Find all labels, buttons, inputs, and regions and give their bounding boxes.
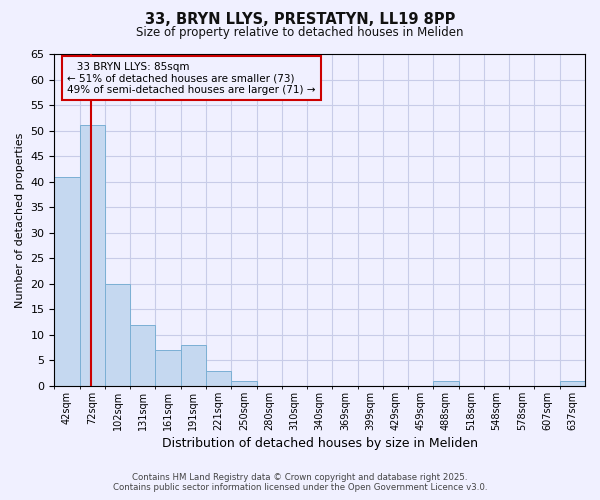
Text: 33, BRYN LLYS, PRESTATYN, LL19 8PP: 33, BRYN LLYS, PRESTATYN, LL19 8PP xyxy=(145,12,455,28)
Bar xyxy=(55,176,80,386)
Y-axis label: Number of detached properties: Number of detached properties xyxy=(15,132,25,308)
Bar xyxy=(206,370,231,386)
Bar xyxy=(130,324,155,386)
Bar xyxy=(181,345,206,386)
Text: 33 BRYN LLYS: 85sqm
← 51% of detached houses are smaller (73)
49% of semi-detach: 33 BRYN LLYS: 85sqm ← 51% of detached ho… xyxy=(67,62,316,95)
Bar xyxy=(80,126,105,386)
Bar xyxy=(560,380,585,386)
Bar xyxy=(433,380,458,386)
X-axis label: Distribution of detached houses by size in Meliden: Distribution of detached houses by size … xyxy=(162,437,478,450)
Text: Contains HM Land Registry data © Crown copyright and database right 2025.
Contai: Contains HM Land Registry data © Crown c… xyxy=(113,473,487,492)
Bar xyxy=(231,380,257,386)
Bar xyxy=(105,284,130,386)
Text: Size of property relative to detached houses in Meliden: Size of property relative to detached ho… xyxy=(136,26,464,39)
Bar xyxy=(155,350,181,386)
